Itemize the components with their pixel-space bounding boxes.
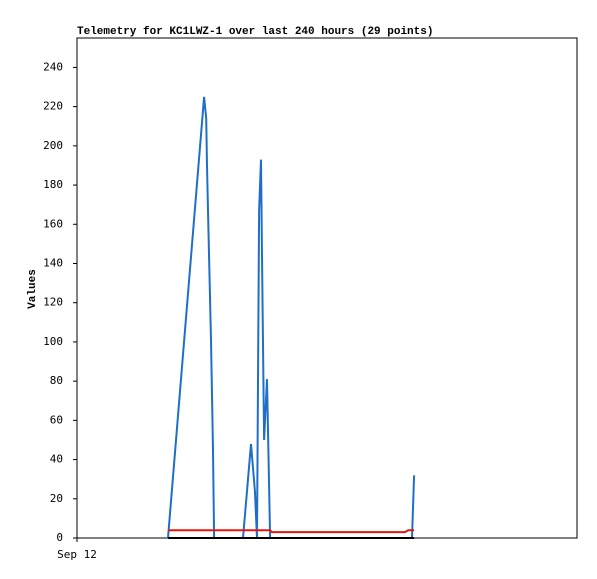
y-tick-label: 140 [43, 256, 63, 269]
y-axis-label: Values [27, 269, 39, 309]
data-line [167, 96, 416, 539]
y-tick-label: 180 [43, 178, 63, 191]
plot-frame [76, 37, 578, 539]
y-tick-label: 240 [43, 60, 63, 73]
x-tick-label: Sep 12 [57, 548, 97, 561]
data-line [168, 529, 415, 534]
y-tick-label: 0 [56, 531, 63, 544]
y-tick-label: 80 [50, 374, 63, 387]
y-tick-label: 60 [50, 413, 63, 426]
y-tick-label: 40 [50, 453, 63, 466]
y-tick-label: 220 [43, 100, 63, 113]
y-tick-label: 100 [43, 335, 63, 348]
y-tick-label: 160 [43, 217, 63, 230]
chart-title: Telemetry for KC1LWZ-1 over last 240 hou… [77, 26, 433, 38]
y-tick-label: 200 [43, 139, 63, 152]
y-tick-label: 20 [50, 492, 63, 505]
y-tick-label: 120 [43, 296, 63, 309]
